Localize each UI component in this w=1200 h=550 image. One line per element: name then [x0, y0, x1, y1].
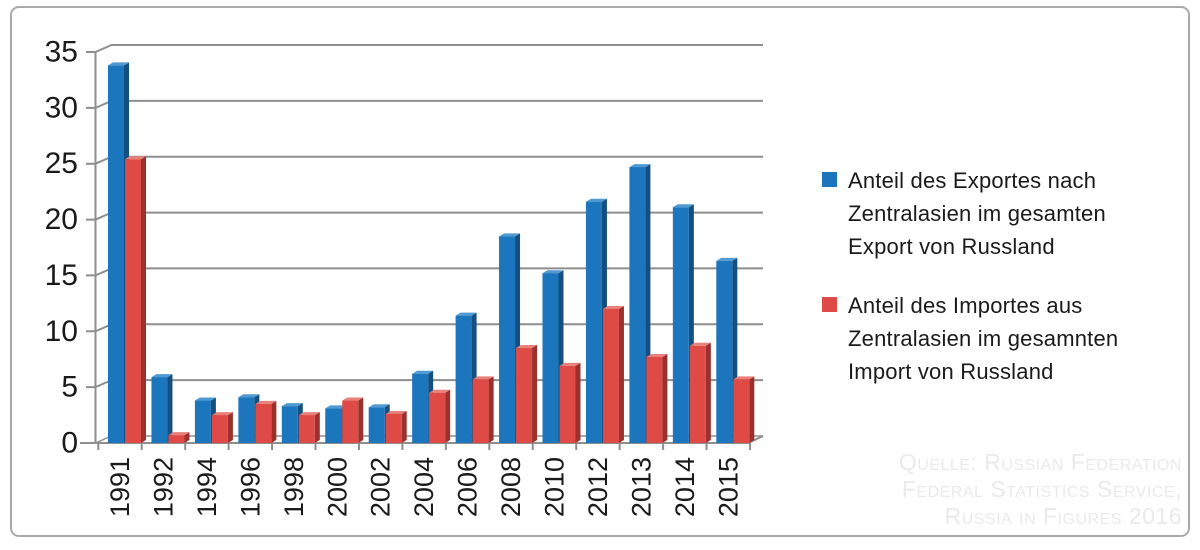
x-tick-label-2002: 2002 — [366, 457, 396, 517]
bar-export-1992 — [151, 374, 173, 443]
bar-import-2006 — [472, 376, 494, 443]
bar-import-2014 — [689, 342, 711, 443]
gridline-25 — [86, 155, 763, 165]
x-tick-label-2014: 2014 — [670, 457, 700, 517]
bar-import-2013 — [646, 353, 668, 443]
x-tick-label-2013: 2013 — [626, 457, 656, 517]
legend-label-export: Anteil des Exportes nach Zentralasien im… — [848, 168, 1106, 259]
x-tick-label-1994: 1994 — [192, 457, 222, 517]
bar-import-2010 — [559, 362, 581, 443]
x-axis-ticks — [97, 443, 752, 450]
bar-import-2004 — [429, 389, 451, 443]
y-tick-label-20: 20 — [45, 203, 78, 236]
legend-swatch-export-icon — [822, 172, 837, 187]
bar-import-1998 — [298, 412, 320, 443]
x-tick-label-2010: 2010 — [540, 457, 570, 517]
gridline-15 — [86, 267, 763, 277]
gridline-5 — [86, 379, 763, 389]
y-tick-label-35: 35 — [45, 36, 78, 69]
chart-legend: Anteil des Exportes nach Zentralasien im… — [822, 164, 1172, 414]
x-tick-label-1996: 1996 — [235, 457, 265, 517]
gridline-35 — [86, 44, 763, 53]
bar-chart: 0 5 10 15 20 25 30 35 1991 1992 1994 1996 1998 2000 20… — [45, 36, 764, 517]
bar-import-2015 — [733, 376, 755, 443]
x-tick-label-2015: 2015 — [713, 457, 743, 517]
gridline-10 — [86, 323, 763, 333]
x-tick-label-2012: 2012 — [583, 457, 613, 517]
legend-label-import: Anteil des Importes aus Zentralasien im … — [848, 293, 1119, 384]
legend-swatch-import-icon — [822, 297, 837, 312]
x-tick-label-2004: 2004 — [409, 457, 439, 517]
y-tick-label-5: 5 — [61, 371, 78, 404]
bar-import-2008 — [516, 345, 538, 443]
legend-item-export: Anteil des Exportes nach Zentralasien im… — [822, 164, 1172, 263]
gridline-30 — [86, 99, 763, 109]
bar-import-2012 — [602, 305, 624, 443]
bar-import-1996 — [255, 400, 277, 443]
bar-import-2002 — [385, 410, 407, 443]
bar-import-1994 — [211, 412, 233, 443]
gridline-20 — [86, 211, 763, 221]
x-tick-label-1998: 1998 — [279, 457, 309, 517]
bar-import-1992 — [168, 432, 190, 443]
x-tick-label-2006: 2006 — [453, 457, 483, 517]
x-tick-label-1991: 1991 — [105, 457, 135, 517]
y-tick-label-25: 25 — [45, 147, 78, 180]
x-tick-label-1992: 1992 — [148, 457, 178, 517]
y-tick-label-10: 10 — [45, 315, 78, 348]
source-watermark: Quelle: Russian Federation Federal Stati… — [898, 449, 1182, 529]
bar-import-1991 — [125, 156, 146, 443]
x-tick-label-2000: 2000 — [322, 457, 352, 517]
x-tick-label-2008: 2008 — [496, 457, 526, 517]
y-tick-label-0: 0 — [61, 427, 78, 460]
y-tick-label-15: 15 — [45, 259, 78, 292]
y-tick-label-30: 30 — [45, 91, 78, 124]
legend-item-import: Anteil des Importes aus Zentralasien im … — [822, 289, 1172, 388]
bar-import-2000 — [342, 397, 364, 443]
